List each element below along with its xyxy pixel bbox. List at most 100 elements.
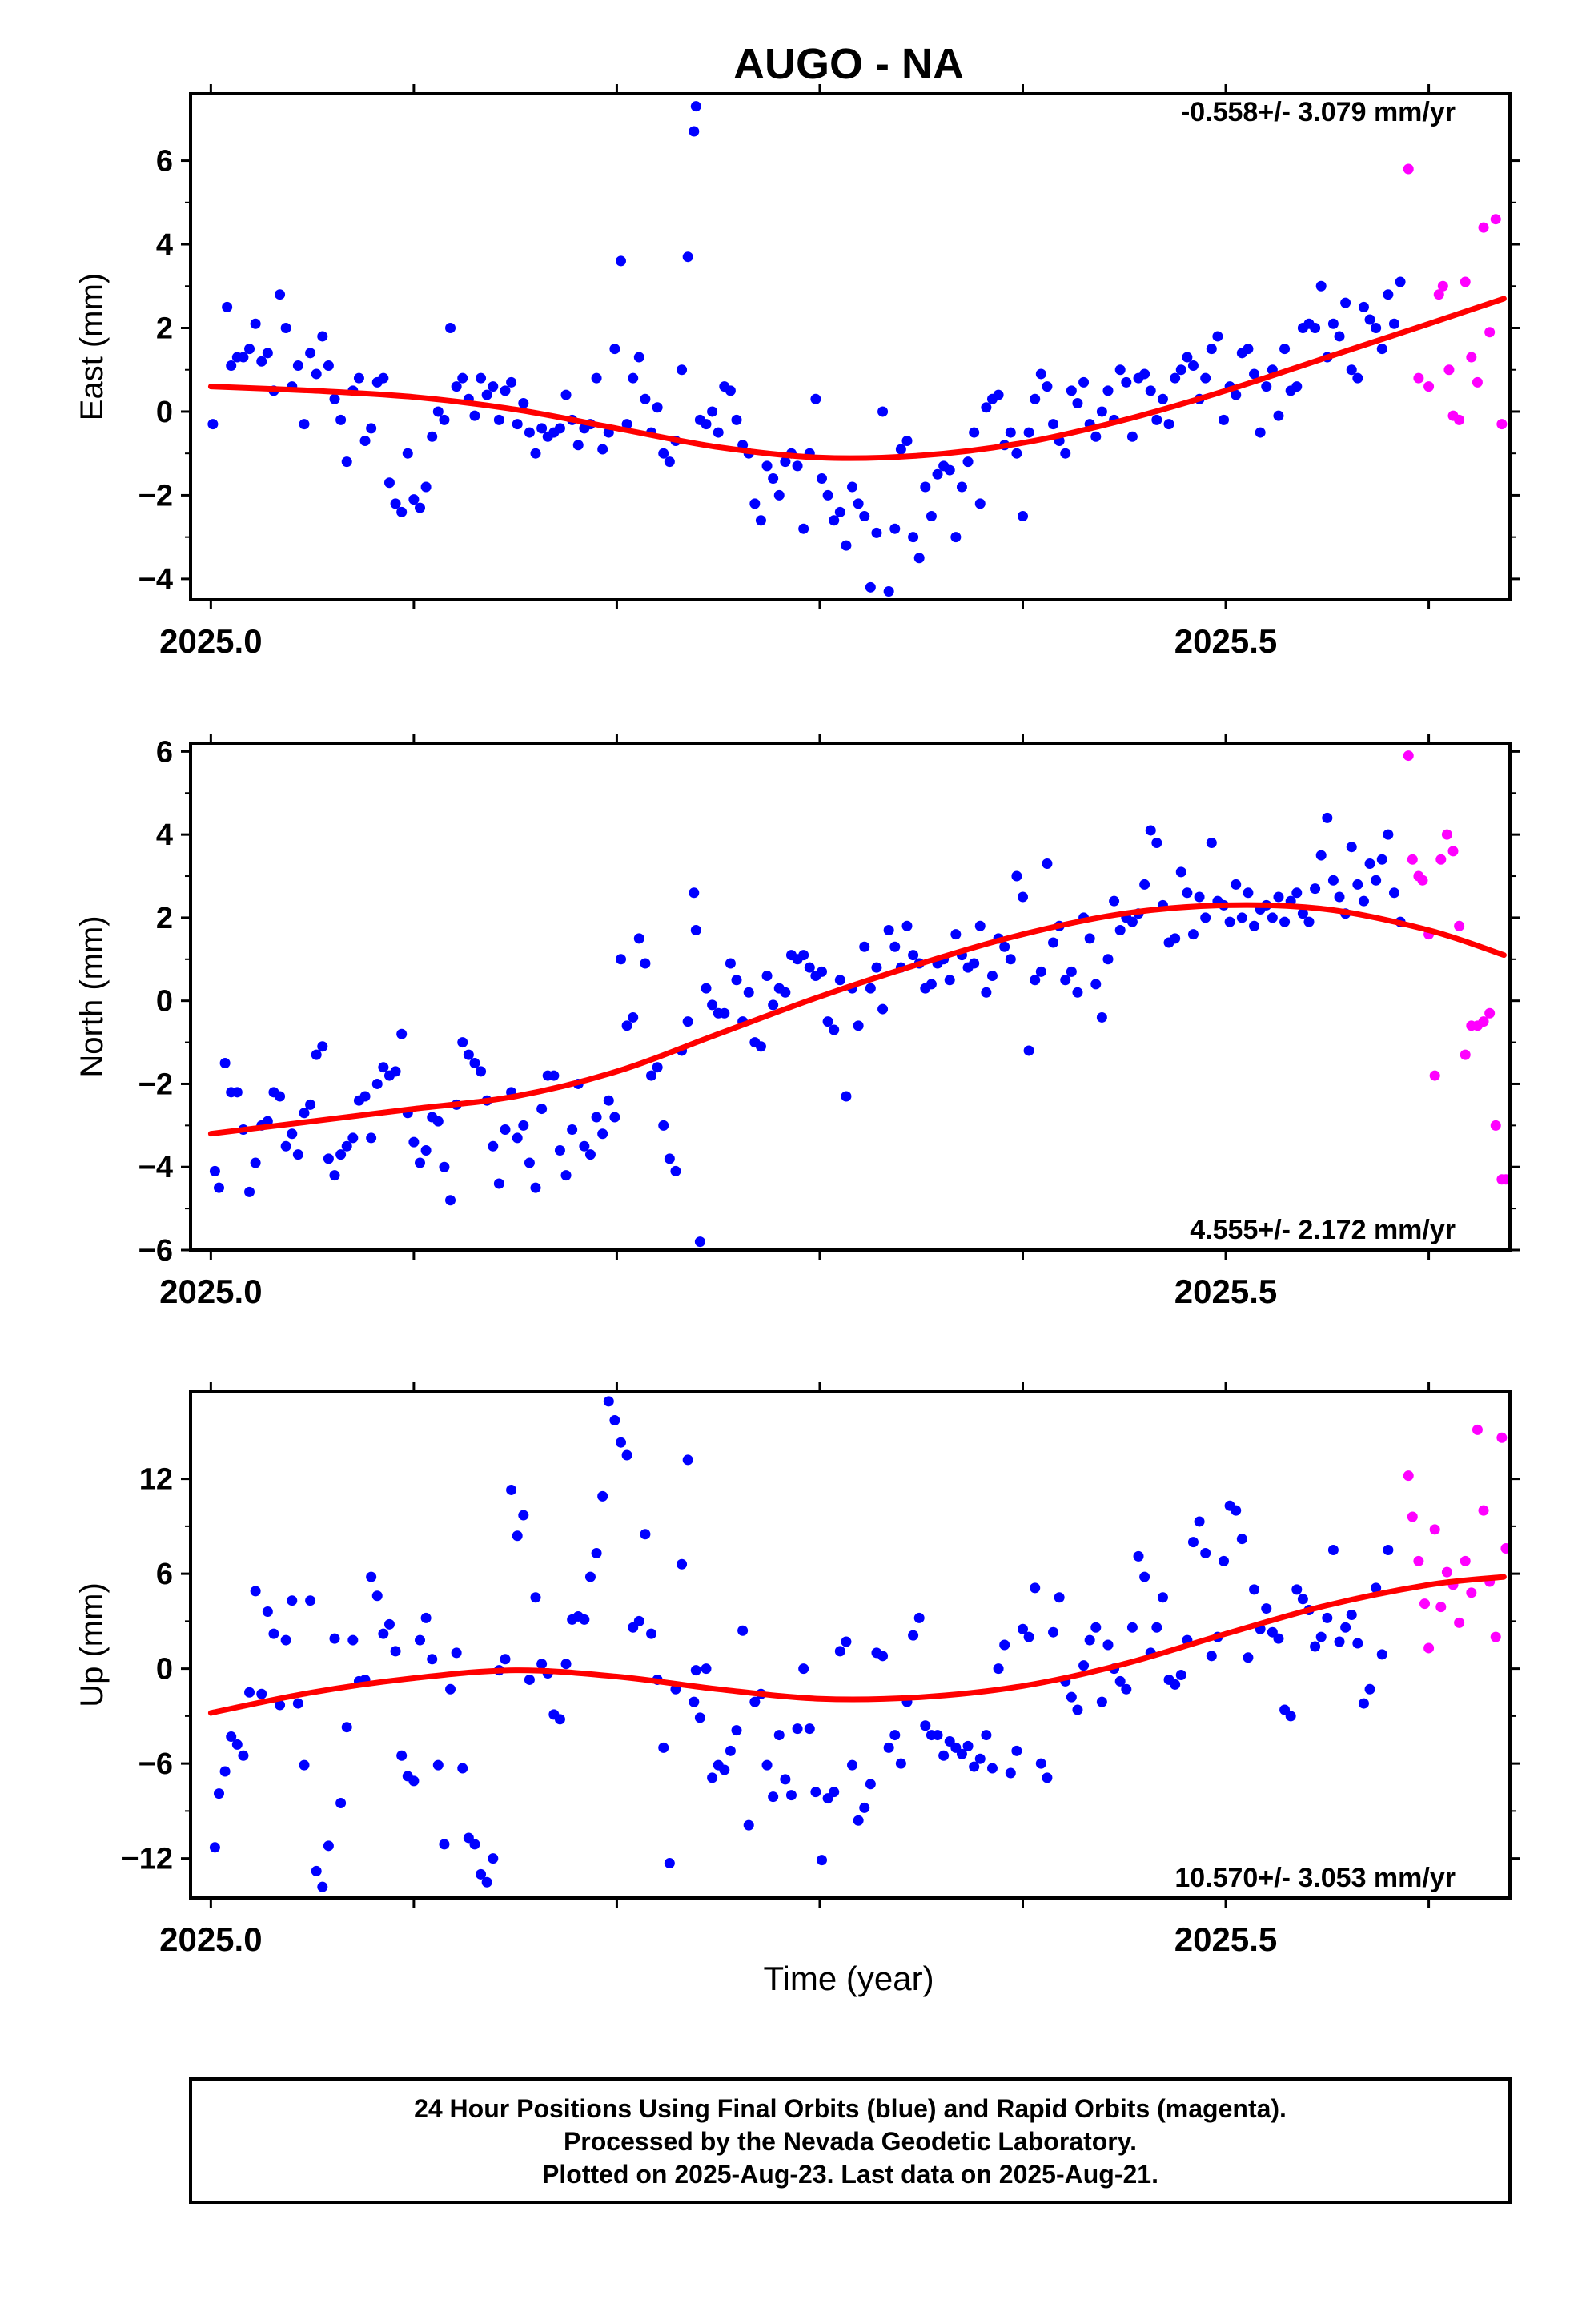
final-point <box>950 929 962 940</box>
panel-frame-up <box>189 1390 1512 1900</box>
final-point <box>1340 1622 1351 1633</box>
y-tick-label: −6 <box>139 1747 173 1781</box>
final-point <box>689 126 700 137</box>
final-point <box>536 1104 548 1115</box>
final-point <box>317 1041 328 1052</box>
final-point <box>834 975 845 986</box>
final-point <box>536 423 548 434</box>
final-point <box>378 1062 389 1073</box>
figure-title: AUGO - NA <box>733 40 964 88</box>
final-point <box>500 1124 511 1136</box>
final-point <box>250 1157 261 1168</box>
final-point <box>287 1128 298 1140</box>
final-series-north <box>209 812 1406 1248</box>
final-point <box>231 1087 243 1098</box>
final-point <box>359 1091 371 1102</box>
final-point <box>761 460 773 472</box>
final-point <box>506 1484 517 1495</box>
rapid-point <box>1441 829 1452 840</box>
final-point <box>1011 448 1022 459</box>
final-point <box>1273 1633 1284 1644</box>
final-point <box>317 1881 328 1892</box>
final-point <box>457 1763 468 1774</box>
final-point <box>335 1798 347 1808</box>
final-point <box>920 1720 931 1731</box>
final-point <box>1096 406 1107 417</box>
final-point <box>1018 891 1029 903</box>
final-point <box>408 1136 420 1148</box>
final-point <box>603 1095 614 1106</box>
final-point <box>1310 1641 1321 1652</box>
final-point <box>621 1020 632 1031</box>
rate-label-east: -0.558+/- 3.079 mm/yr <box>1181 97 1456 127</box>
rapid-point <box>1500 1543 1510 1554</box>
final-point <box>877 406 889 417</box>
y-tick-label: 2 <box>156 312 173 345</box>
final-point <box>658 1120 669 1131</box>
final-point <box>1291 1584 1303 1595</box>
x-tick-label: 2025.0 <box>159 1920 262 1958</box>
final-point <box>209 1165 220 1176</box>
final-point <box>432 1116 444 1127</box>
final-point <box>1126 916 1138 927</box>
footer-line-3: Plotted on 2025-Aug-23. Last data on 202… <box>542 2160 1158 2189</box>
final-point <box>445 322 456 333</box>
final-point <box>213 1182 224 1193</box>
final-point <box>1371 322 1382 333</box>
final-point <box>707 406 718 417</box>
final-point <box>1139 368 1150 380</box>
y-axis-east: −4 −2 0 2 4 6 <box>139 145 1520 597</box>
final-point <box>865 1779 876 1790</box>
final-point <box>834 506 845 517</box>
final-point <box>1042 858 1053 869</box>
final-point <box>457 1037 468 1048</box>
final-point <box>329 1633 340 1644</box>
final-point <box>841 1091 852 1102</box>
final-point <box>1011 1745 1022 1756</box>
final-point <box>1346 842 1357 853</box>
rapid-point <box>1496 419 1508 430</box>
final-point <box>743 1819 754 1831</box>
final-point <box>1200 912 1211 923</box>
final-point <box>427 1654 438 1665</box>
final-point <box>1273 891 1284 903</box>
final-point <box>1048 419 1059 430</box>
final-point <box>317 331 328 342</box>
rapid-point <box>1419 1598 1431 1610</box>
final-point <box>554 423 565 434</box>
final-point <box>682 1016 693 1027</box>
final-point <box>408 494 420 505</box>
final-point <box>993 1663 1004 1675</box>
final-point <box>1121 376 1132 388</box>
final-point <box>834 1646 845 1657</box>
final-point <box>913 553 925 564</box>
fit-curve-up <box>207 1574 1507 1716</box>
rapid-point <box>1484 1007 1496 1019</box>
final-point <box>268 1628 279 1639</box>
final-point <box>871 527 882 538</box>
final-point <box>1249 920 1260 931</box>
rapid-point <box>1423 1642 1435 1654</box>
final-point <box>329 1170 340 1181</box>
final-point <box>1224 916 1235 927</box>
final-point <box>451 381 462 392</box>
final-point <box>530 1592 541 1603</box>
final-point <box>1102 385 1114 396</box>
final-point <box>829 1787 840 1798</box>
final-point <box>530 448 541 459</box>
final-point <box>567 1124 578 1136</box>
final-point <box>1352 879 1363 890</box>
final-point <box>469 1058 480 1069</box>
final-point <box>579 1140 590 1152</box>
final-point <box>1267 912 1278 923</box>
data-layer-up <box>207 1396 1510 1892</box>
final-point <box>986 1763 998 1774</box>
final-point <box>262 1606 273 1618</box>
y-tick-label: 6 <box>156 145 173 179</box>
final-point <box>810 393 821 404</box>
final-point <box>1048 1626 1059 1638</box>
final-point <box>222 301 233 312</box>
final-point <box>804 1723 815 1735</box>
final-point <box>1109 895 1120 907</box>
final-point <box>371 1590 383 1602</box>
